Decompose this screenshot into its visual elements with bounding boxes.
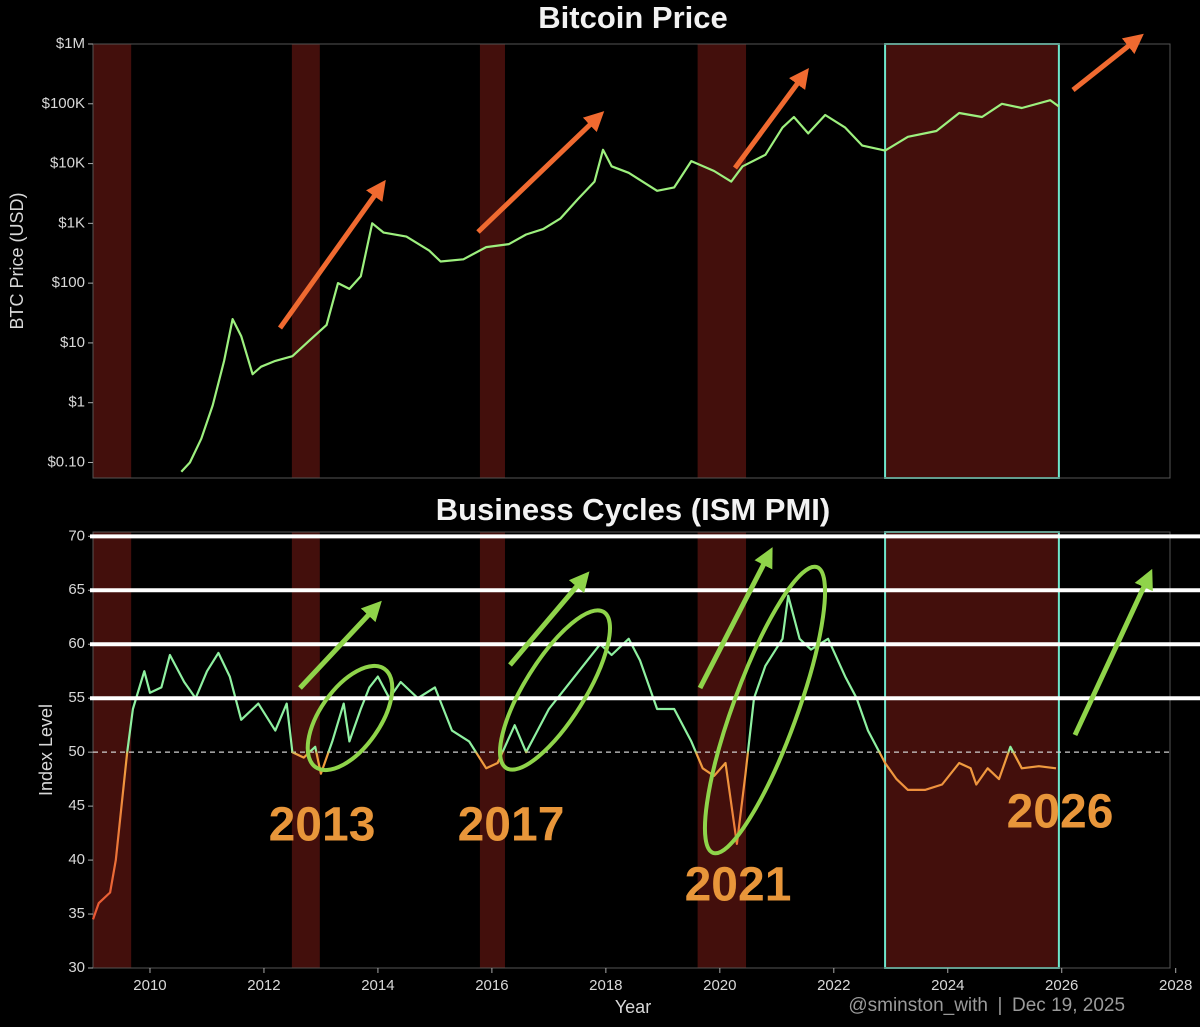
y-axis-label: Index Level — [36, 704, 56, 796]
y-tick-label: 65 — [68, 581, 85, 598]
highlight-ellipse — [498, 608, 612, 772]
highlight-ellipse — [305, 663, 395, 773]
shaded-period — [291, 44, 320, 478]
x-tick-label: 2018 — [589, 977, 622, 994]
x-tick-label: 2024 — [931, 977, 964, 994]
y-tick-label: 35 — [68, 905, 85, 922]
date: Dec 19, 2025 — [1012, 995, 1125, 1016]
y-tick-label: 70 — [68, 527, 85, 544]
shaded-period — [93, 532, 132, 968]
y-tick-label: 55 — [68, 689, 85, 706]
data-line — [180, 99, 1060, 473]
y-tick-label: $1 — [68, 394, 85, 411]
credit: @sminston_with — [848, 995, 988, 1016]
highlight-ellipse — [702, 564, 828, 856]
arrow — [732, 67, 809, 170]
data-line — [91, 594, 1057, 920]
top-title: Bitcoin Price — [538, 0, 728, 35]
annotation: 2021 — [685, 859, 792, 912]
shaded-period — [885, 532, 1059, 968]
arrow — [298, 600, 382, 690]
y-tick-label: $1M — [56, 35, 85, 52]
y-tick-label: $1K — [58, 214, 85, 231]
separator: | — [998, 995, 1003, 1016]
x-tick-label: 2010 — [133, 977, 166, 994]
x-tick-label: 2020 — [703, 977, 736, 994]
y-tick-label: 50 — [68, 743, 85, 760]
arrow — [1072, 568, 1153, 737]
arrow — [1071, 33, 1144, 92]
y-tick-label: $10K — [50, 155, 85, 172]
shaded-period — [93, 44, 132, 478]
y-tick-label: 40 — [68, 851, 85, 868]
annotation: 2013 — [269, 799, 376, 852]
x-tick-label: 2014 — [361, 977, 394, 994]
shaded-period — [479, 44, 505, 478]
y-tick-label: $100K — [42, 95, 85, 112]
annotation: 2026 — [1007, 786, 1114, 839]
arrow — [476, 111, 605, 234]
annotation: 2017 — [458, 799, 565, 852]
x-tick-label: 2012 — [247, 977, 280, 994]
arrow — [508, 571, 590, 667]
x-tick-label: 2016 — [475, 977, 508, 994]
x-axis-label: Year — [615, 997, 651, 1017]
arrow — [277, 179, 386, 330]
plot-frame — [92, 43, 1171, 479]
bottom-title: Business Cycles (ISM PMI) — [436, 492, 831, 527]
x-tick-label: 2022 — [817, 977, 850, 994]
shaded-period — [697, 532, 747, 968]
shaded-period — [697, 44, 747, 478]
y-tick-label: 30 — [68, 959, 85, 976]
x-tick-label: 2026 — [1045, 977, 1078, 994]
x-tick-label: 2028 — [1159, 977, 1192, 994]
y-tick-label: 45 — [68, 797, 85, 814]
y-tick-label: $100 — [52, 274, 85, 291]
y-tick-label: $10 — [60, 334, 85, 351]
arrow — [697, 547, 773, 690]
y-tick-label: 60 — [68, 635, 85, 652]
shaded-period — [885, 44, 1059, 478]
plot-frame — [92, 531, 1171, 969]
y-axis-label: BTC Price (USD) — [7, 192, 27, 329]
y-tick-label: $0.10 — [47, 453, 85, 470]
